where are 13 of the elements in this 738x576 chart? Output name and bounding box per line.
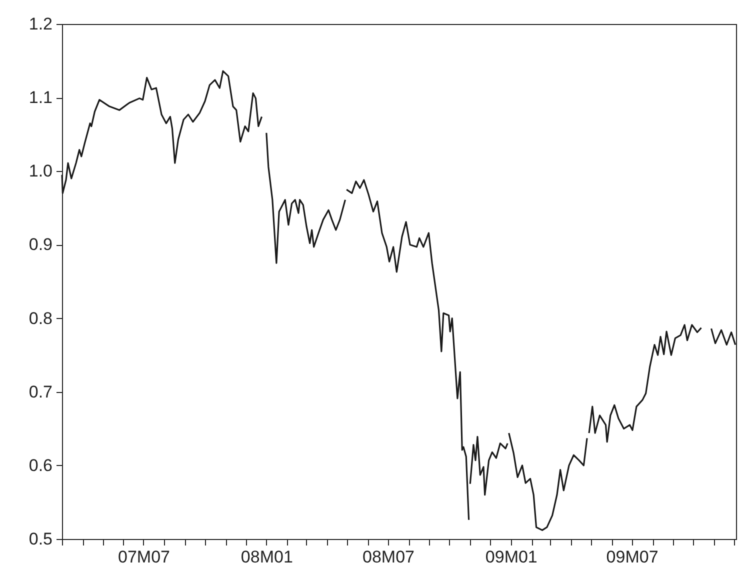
x-tick-label: 08M07 xyxy=(362,548,414,566)
y-tick-label: 0.5 xyxy=(28,530,52,548)
x-tick-label: 09M01 xyxy=(485,548,538,566)
y-tick-label: 0.7 xyxy=(28,382,52,402)
y-tick-label: 0.6 xyxy=(28,456,52,475)
y-tick-label: 0.8 xyxy=(28,308,52,328)
y-tick-label: 1.2 xyxy=(28,14,52,34)
x-tick-label: 09M07 xyxy=(606,548,658,566)
x-tick-label: 07M07 xyxy=(118,548,170,566)
x-tick-label: 08M01 xyxy=(240,548,293,566)
y-tick-label: 0.9 xyxy=(28,235,52,254)
y-tick-label: 1.1 xyxy=(28,88,52,108)
y-tick-label: 1.0 xyxy=(28,162,52,181)
